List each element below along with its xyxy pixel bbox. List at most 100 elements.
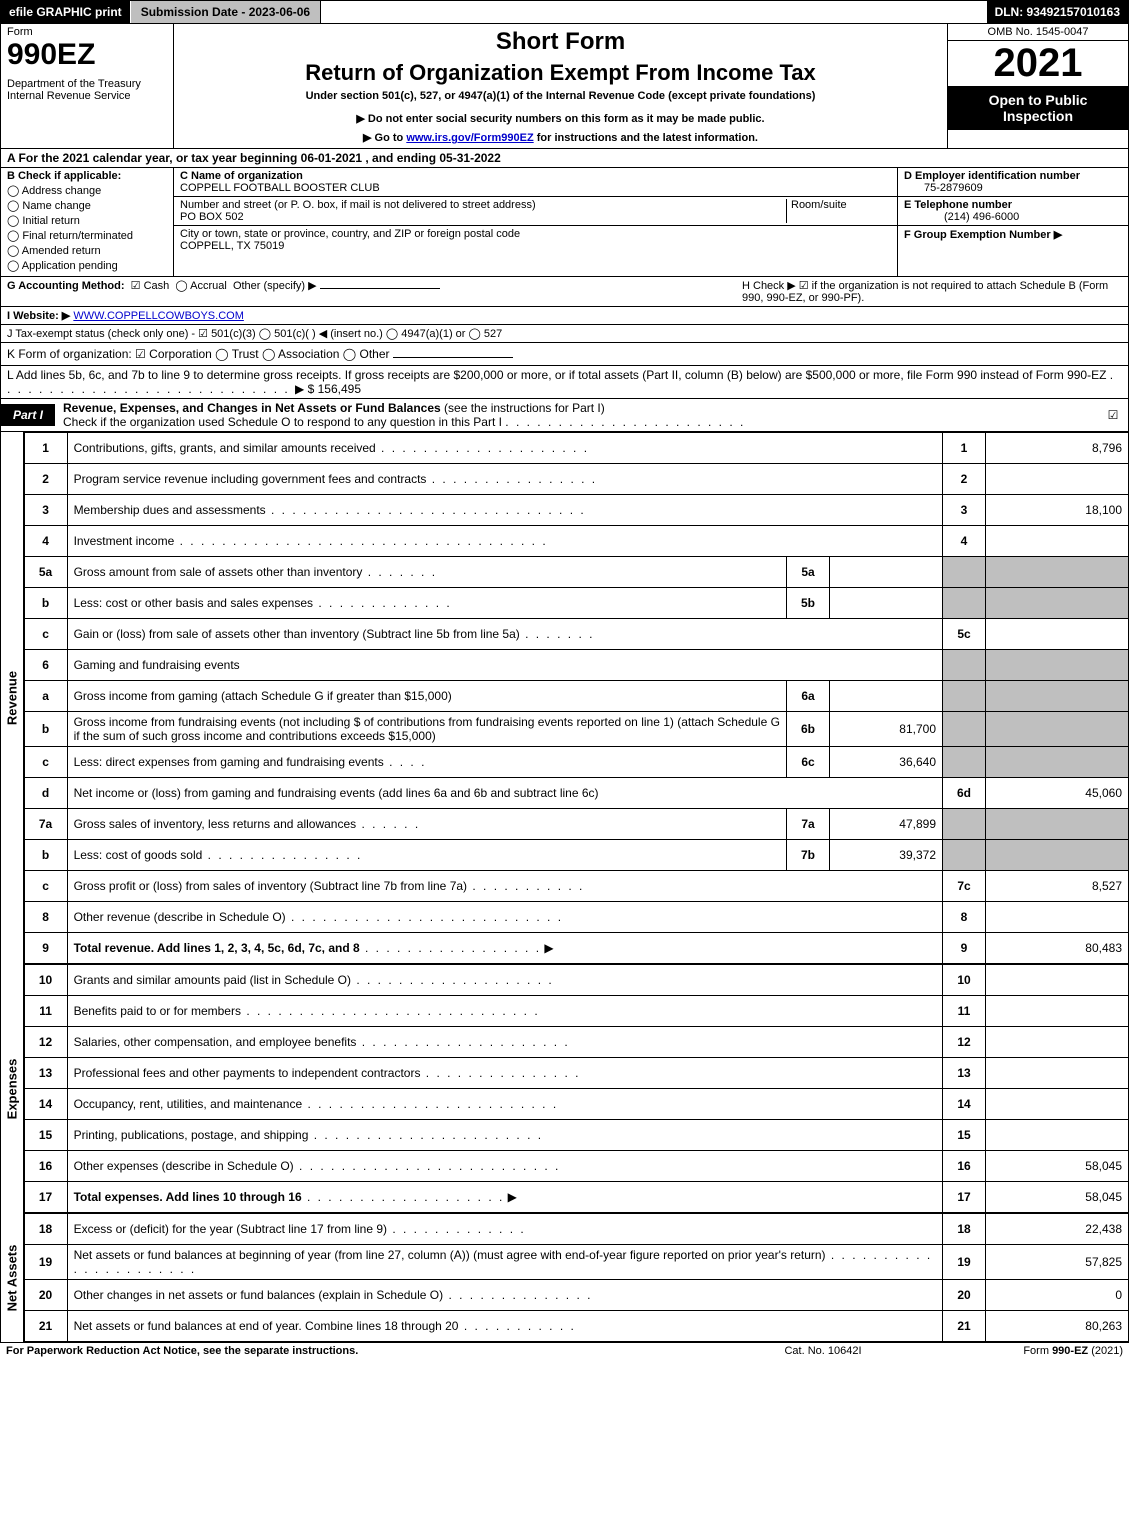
part-1-sub: Check if the organization used Schedule … — [63, 415, 502, 429]
line-5c: c Gain or (loss) from sale of assets oth… — [24, 619, 1128, 650]
line-a: A For the 2021 calendar year, or tax yea… — [0, 149, 1129, 168]
line-6a: a Gross income from gaming (attach Sched… — [24, 681, 1128, 712]
section-e: E Telephone number (214) 496-6000 — [898, 197, 1128, 226]
title-block: Short Form Return of Organization Exempt… — [174, 24, 947, 148]
form-header: Form 990EZ Department of the Treasury In… — [0, 24, 1129, 149]
public-notice-1: ▶ Do not enter social security numbers o… — [182, 112, 939, 125]
part-1-header: Part I Revenue, Expenses, and Changes in… — [0, 399, 1129, 432]
short-form-label: Short Form — [182, 28, 939, 56]
section-d: D Employer identification number 75-2879… — [898, 168, 1128, 197]
l-amount: ▶ $ 156,495 — [295, 382, 361, 396]
line-14: 14 Occupancy, rent, utilities, and maint… — [24, 1089, 1128, 1120]
line-17: 17 Total expenses. Add lines 10 through … — [24, 1182, 1128, 1213]
net-assets-table: 18 Excess or (deficit) for the year (Sub… — [24, 1213, 1129, 1342]
city-row: City or town, state or province, country… — [174, 226, 897, 254]
revenue-side-label: Revenue — [1, 432, 24, 964]
room-suite: Room/suite — [786, 199, 891, 223]
section-b: B Check if applicable: ◯ Address change … — [1, 168, 174, 276]
net-assets-side-label: Net Assets — [1, 1213, 24, 1342]
form-id-block: Form 990EZ Department of the Treasury In… — [1, 24, 174, 148]
line-2: 2 Program service revenue including gove… — [24, 464, 1128, 495]
addr-change-check[interactable]: ◯ Address change — [7, 184, 167, 197]
part-1-label: Part I — [1, 404, 55, 426]
revenue-table: 1 Contributions, gifts, grants, and simi… — [24, 432, 1129, 964]
line-3: 3 Membership dues and assessments . . . … — [24, 495, 1128, 526]
irs-link[interactable]: www.irs.gov/Form990EZ — [406, 132, 533, 144]
ein-value: 75-2879609 — [904, 182, 983, 194]
expenses-section: Expenses 10 Grants and similar amounts p… — [0, 964, 1129, 1213]
website-link[interactable]: WWW.COPPELLCOWBOYS.COM — [73, 310, 244, 322]
row-i: I Website: ▶ WWW.COPPELLCOWBOYS.COM — [0, 307, 1129, 325]
efile-print-button[interactable]: efile GRAPHIC print — [1, 1, 131, 23]
omb-number: OMB No. 1545-0047 — [948, 24, 1128, 41]
line-7b: b Less: cost of goods sold . . . . . . .… — [24, 840, 1128, 871]
row-j: J Tax-exempt status (check only one) - ☑… — [0, 325, 1129, 343]
expenses-side-label: Expenses — [1, 964, 24, 1213]
part-1-title: Revenue, Expenses, and Changes in Net As… — [55, 399, 1098, 431]
open-public-box: Open to Public Inspection — [948, 86, 1128, 130]
g-label: G Accounting Method: — [7, 280, 125, 292]
info-grid: B Check if applicable: ◯ Address change … — [0, 168, 1129, 277]
form-990ez-page: efile GRAPHIC print Submission Date - 20… — [0, 0, 1129, 1359]
e-label: E Telephone number — [904, 199, 1012, 211]
l-text: L Add lines 5b, 6c, and 7b to line 9 to … — [7, 368, 1106, 382]
line-5b: b Less: cost or other basis and sales ex… — [24, 588, 1128, 619]
line-18: 18 Excess or (deficit) for the year (Sub… — [24, 1214, 1128, 1245]
line-20: 20 Other changes in net assets or fund b… — [24, 1280, 1128, 1311]
phone-value: (214) 496-6000 — [904, 211, 1019, 223]
part-1-check[interactable]: ☑ — [1098, 408, 1128, 422]
cat-no: Cat. No. 10642I — [723, 1345, 923, 1357]
line-19: 19 Net assets or fund balances at beginn… — [24, 1245, 1128, 1280]
line-5a: 5a Gross amount from sale of assets othe… — [24, 557, 1128, 588]
public-notice-2: ▶ Go to www.irs.gov/Form990EZ for instru… — [182, 131, 939, 144]
submission-date: Submission Date - 2023-06-06 — [131, 1, 321, 23]
name-change-check[interactable]: ◯ Name change — [7, 199, 167, 212]
form-ref: Form 990-EZ (2021) — [923, 1345, 1123, 1357]
row-g: G Accounting Method: ☑ Cash ◯ Accrual Ot… — [7, 279, 742, 304]
dln-label: DLN: 93492157010163 — [987, 1, 1128, 23]
k-text: K Form of organization: ☑ Corporation ◯ … — [7, 347, 390, 361]
goto-prefix: ▶ Go to — [363, 132, 406, 144]
line-15: 15 Printing, publications, postage, and … — [24, 1120, 1128, 1151]
line-6: 6 Gaming and fundraising events — [24, 650, 1128, 681]
section-def: D Employer identification number 75-2879… — [897, 168, 1128, 276]
org-name-row: C Name of organization COPPELL FOOTBALL … — [174, 168, 897, 197]
line-6d: d Net income or (loss) from gaming and f… — [24, 778, 1128, 809]
line-21: 21 Net assets or fund balances at end of… — [24, 1311, 1128, 1342]
line-1: 1 Contributions, gifts, grants, and simi… — [24, 433, 1128, 464]
final-return-check[interactable]: ◯ Final return/terminated — [7, 229, 167, 242]
section-b-label: B Check if applicable: — [7, 170, 121, 182]
form-word: Form — [7, 26, 167, 38]
section-f: F Group Exemption Number ▶ — [898, 226, 1128, 243]
under-section: Under section 501(c), 527, or 4947(a)(1)… — [182, 90, 939, 102]
line-6b: b Gross income from fundraising events (… — [24, 712, 1128, 747]
line-9: 9 Total revenue. Add lines 1, 2, 3, 4, 5… — [24, 933, 1128, 964]
goto-suffix: for instructions and the latest informat… — [537, 132, 758, 144]
department-label: Department of the Treasury Internal Reve… — [7, 78, 167, 102]
f-label: F Group Exemption Number ▶ — [904, 229, 1062, 241]
line-10: 10 Grants and similar amounts paid (list… — [24, 965, 1128, 996]
application-pending-check[interactable]: ◯ Application pending — [7, 259, 167, 272]
topbar-spacer — [321, 1, 986, 23]
initial-return-check[interactable]: ◯ Initial return — [7, 214, 167, 227]
other-label: Other (specify) ▶ — [233, 280, 317, 292]
street-row: Number and street (or P. O. box, if mail… — [174, 197, 897, 226]
line-8: 8 Other revenue (describe in Schedule O)… — [24, 902, 1128, 933]
line-16: 16 Other expenses (describe in Schedule … — [24, 1151, 1128, 1182]
expenses-table: 10 Grants and similar amounts paid (list… — [24, 964, 1129, 1213]
section-c: C Name of organization COPPELL FOOTBALL … — [174, 168, 897, 276]
row-h: H Check ▶ ☑ if the organization is not r… — [742, 279, 1122, 304]
right-header-block: OMB No. 1545-0047 2021 Open to Public In… — [947, 24, 1128, 148]
city-label: City or town, state or province, country… — [180, 228, 520, 240]
paperwork-notice: For Paperwork Reduction Act Notice, see … — [6, 1345, 723, 1357]
cash-label: Cash — [144, 280, 170, 292]
line-7c: c Gross profit or (loss) from sales of i… — [24, 871, 1128, 902]
org-name: COPPELL FOOTBALL BOOSTER CLUB — [180, 182, 380, 194]
amended-return-check[interactable]: ◯ Amended return — [7, 244, 167, 257]
accrual-label: Accrual — [190, 280, 227, 292]
line-7a: 7a Gross sales of inventory, less return… — [24, 809, 1128, 840]
city-value: COPPELL, TX 75019 — [180, 240, 284, 252]
line-6c: c Less: direct expenses from gaming and … — [24, 747, 1128, 778]
street-label: Number and street (or P. O. box, if mail… — [180, 199, 536, 211]
line-12: 12 Salaries, other compensation, and emp… — [24, 1027, 1128, 1058]
